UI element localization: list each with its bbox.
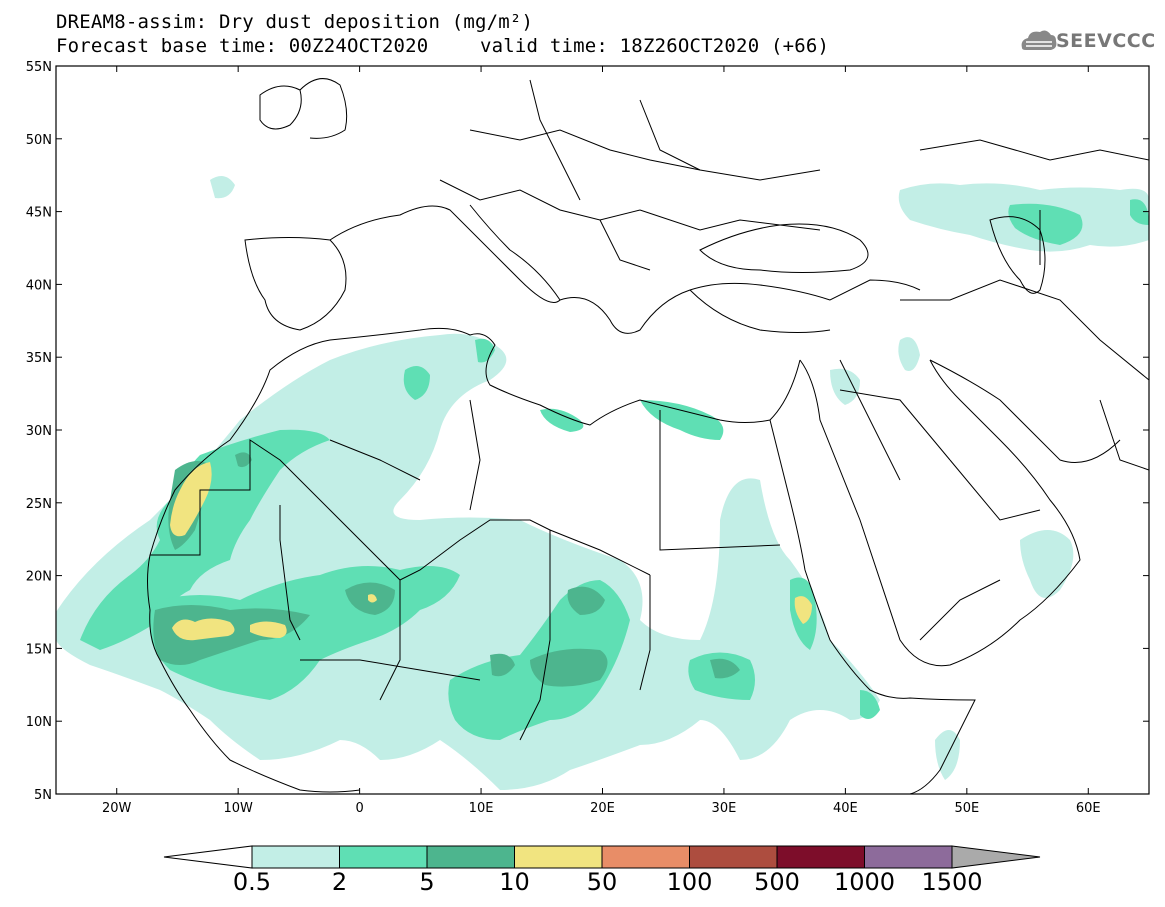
- colorbar-level-label: 1500: [921, 868, 982, 896]
- colorbar-swatch: [776, 845, 865, 869]
- colorbar-level-label: 10: [499, 868, 530, 896]
- lon-tick-label: 50E: [954, 801, 979, 816]
- colorbar-level-label: 5: [419, 868, 434, 896]
- colorbar-over-arrow: [951, 845, 1041, 869]
- colorbar-swatch: [514, 845, 603, 869]
- lon-tick-label: 20E: [590, 801, 615, 816]
- forecast-base-time: Forecast base time: 00Z24OCT2020: [56, 35, 429, 57]
- lat-tick-label: 5N: [34, 788, 52, 803]
- coastlines-borders: [147, 78, 1149, 794]
- lon-tick-label: 30E: [712, 801, 737, 816]
- lat-tick-label: 30N: [26, 424, 52, 439]
- colorbar-swatch: [251, 845, 340, 869]
- lat-tick-label: 10N: [26, 715, 52, 730]
- colorbar-level-label: 50: [587, 868, 618, 896]
- lat-tick-label: 35N: [26, 351, 52, 366]
- valid-time: valid time: 18Z26OCT2020 (+66): [480, 35, 830, 57]
- axis-ticks: 55N 50N 45N 40N 35N 30N 25N 20N 15N 10N 5N 20W 10W 0 1…: [26, 60, 1149, 816]
- lon-tick-label: 10E: [469, 801, 494, 816]
- colorbar-swatch: [339, 845, 428, 869]
- logo-text: SEEVCCC: [1056, 30, 1156, 52]
- map-title: DREAM8-assim: Dry dust deposition (mg/m²…: [56, 11, 534, 33]
- dust-deposition-fields: [56, 176, 1149, 790]
- colorbar-swatch: [864, 845, 953, 869]
- lat-tick-label: 20N: [26, 570, 52, 585]
- lon-tick-label: 40E: [833, 801, 858, 816]
- lat-tick-label: 45N: [26, 206, 52, 221]
- colorbar: 0.5 2 5 10 50 100 500 1000 1500: [163, 845, 1041, 896]
- colorbar-under-arrow: [163, 845, 253, 869]
- lon-tick-label: 20W: [102, 801, 132, 816]
- contour-2-5: [80, 199, 1149, 740]
- colorbar-level-label: 500: [754, 868, 800, 896]
- lat-tick-label: 40N: [26, 278, 52, 293]
- lon-tick-label: 0: [355, 801, 363, 816]
- cloud-logo-icon: [1021, 30, 1057, 50]
- colorbar-swatch: [689, 845, 778, 869]
- contour-10-50: [170, 462, 812, 641]
- colorbar-swatch: [601, 845, 690, 869]
- colorbar-swatch: [426, 845, 515, 869]
- lat-tick-label: 15N: [26, 642, 52, 657]
- colorbar-level-label: 1000: [834, 868, 895, 896]
- lat-tick-label: 50N: [26, 133, 52, 148]
- colorbar-level-label: 0.5: [233, 868, 271, 896]
- lon-tick-label: 10W: [223, 801, 253, 816]
- colorbar-level-label: 100: [667, 868, 713, 896]
- colorbar-level-label: 2: [332, 868, 347, 896]
- lon-tick-label: 60E: [1076, 801, 1101, 816]
- lat-tick-label: 25N: [26, 497, 52, 512]
- lat-tick-label: 55N: [26, 60, 52, 75]
